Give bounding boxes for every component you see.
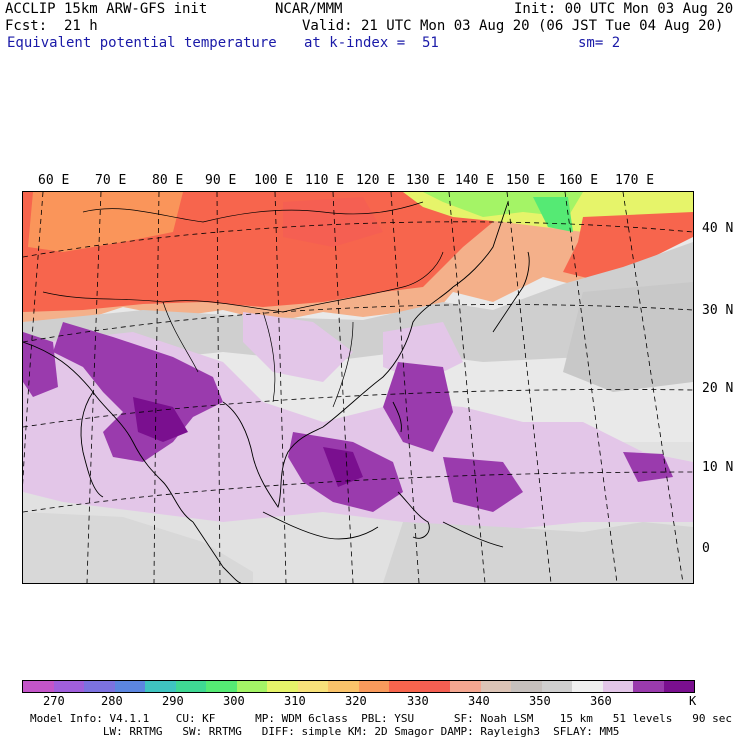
color-scale-swatch (328, 681, 359, 692)
color-scale-swatch (572, 681, 603, 692)
longitude-label: 100 E (254, 173, 294, 188)
color-scale-label: 330 (407, 694, 429, 708)
longitude-label: 160 E (559, 173, 599, 188)
latitude-label: 0 (702, 541, 710, 556)
color-scale-swatch (663, 681, 694, 692)
latitude-label: 30 N (702, 303, 734, 318)
smoothing-label: sm= 2 (578, 35, 621, 51)
latitude-label: 10 N (702, 460, 734, 475)
longitude-label: 150 E (506, 173, 546, 188)
color-scale-swatch (511, 681, 542, 692)
color-scale-swatch (175, 681, 206, 692)
forecast-hours: 21 h (64, 18, 98, 34)
color-scale-swatch (419, 681, 450, 692)
longitude-label: 80 E (152, 173, 184, 188)
model-info-line-1: Model Info: V4.1.1 CU: KF MP: WDM 6class… (30, 712, 732, 725)
latitude-label: 20 N (702, 381, 734, 396)
init-time: Init: 00 UTC Mon 03 Aug 20 (514, 1, 734, 17)
level-index: at k-index = 51 (304, 35, 439, 51)
color-scale-swatch (84, 681, 115, 692)
color-scale-swatch (541, 681, 572, 692)
color-scale-swatch (602, 681, 633, 692)
color-scale-swatch (114, 681, 145, 692)
longitude-label: 120 E (356, 173, 396, 188)
color-scale-swatch (358, 681, 389, 692)
color-scale-label: 320 (345, 694, 367, 708)
color-scale-swatch (389, 681, 420, 692)
longitude-label: 140 E (455, 173, 495, 188)
color-scale-swatch (236, 681, 267, 692)
color-scale-label: K (689, 694, 697, 708)
model-title: ACCLIP 15km ARW-GFS init (5, 1, 208, 17)
org-label: NCAR/MMM (275, 1, 343, 17)
color-scale-swatch (480, 681, 511, 692)
color-scale-label: 340 (468, 694, 490, 708)
color-scale-swatch (267, 681, 298, 692)
color-scale-swatch (206, 681, 237, 692)
longitude-label: 90 E (205, 173, 237, 188)
color-scale-swatch (53, 681, 84, 692)
theta-e-map (23, 192, 693, 583)
color-scale-swatch (633, 681, 664, 692)
latitude-label: 40 N (702, 221, 734, 236)
longitude-label: 170 E (615, 173, 655, 188)
color-scale-label: 300 (223, 694, 245, 708)
color-scale-label: 270 (43, 694, 65, 708)
color-scale-label: 280 (101, 694, 123, 708)
color-scale-label: 360 (590, 694, 612, 708)
color-scale-label: 350 (529, 694, 551, 708)
model-info-line-2: LW: RRTMG SW: RRTMG DIFF: simple KM: 2D … (30, 725, 620, 738)
longitude-label: 110 E (305, 173, 345, 188)
forecast-label: Fcst: (5, 18, 48, 34)
color-scale-swatch (297, 681, 328, 692)
valid-time: Valid: 21 UTC Mon 03 Aug 20 (06 JST Tue … (302, 18, 724, 34)
color-scale-swatch (450, 681, 481, 692)
color-scale-bar (22, 680, 695, 693)
color-scale-label: 310 (284, 694, 306, 708)
color-scale-swatch (145, 681, 176, 692)
longitude-label: 60 E (38, 173, 70, 188)
longitude-label: 130 E (406, 173, 446, 188)
color-scale-swatch (23, 681, 54, 692)
field-name: Equivalent potential temperature (7, 35, 277, 51)
color-scale-label: 290 (162, 694, 184, 708)
map-panel (22, 191, 694, 584)
longitude-label: 70 E (95, 173, 127, 188)
